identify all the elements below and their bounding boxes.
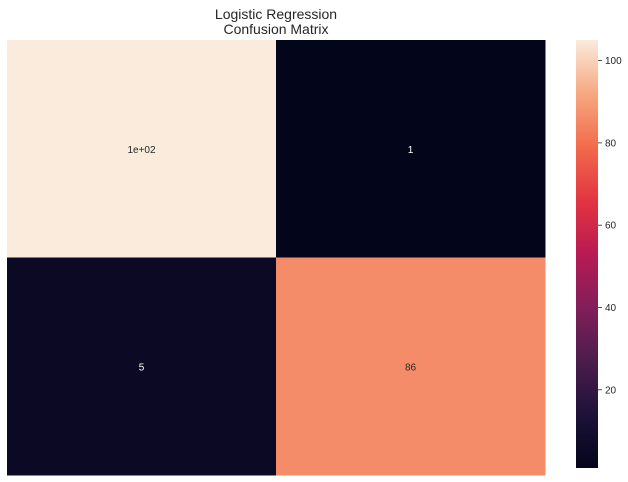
colorbar-tick-label: 100 — [605, 56, 622, 67]
colorbar-tick-label: 80 — [605, 138, 617, 149]
colorbar-gradient — [576, 40, 598, 468]
heatmap-cells — [7, 40, 546, 476]
heatmap-annotation-r1-c1: 86 — [405, 362, 417, 373]
colorbar: 20 40 60 80 100 — [576, 40, 622, 468]
heatmap-annotation-r0-c1: 1 — [408, 145, 414, 156]
heatmap-cell-r1-c0 — [7, 257, 277, 476]
heatmap-cell-r1-c1 — [276, 257, 546, 476]
colorbar-tick-label: 40 — [605, 303, 617, 314]
heatmap-cell-r0-c0 — [7, 40, 277, 258]
colorbar-tick-label: 20 — [605, 385, 617, 396]
heatmap-cell-r0-c1 — [276, 40, 546, 258]
chart-title-line-2: Confusion Matrix — [223, 21, 329, 37]
heatmap-annotation-r1-c0: 5 — [139, 362, 145, 373]
heatmap-annotations: 1e+02 1 5 86 — [127, 145, 416, 374]
colorbar-tick-label: 60 — [605, 221, 617, 232]
heatmap-annotation-r0-c0: 1e+02 — [127, 145, 156, 156]
chart-title-line-1: Logistic Regression — [214, 6, 338, 22]
